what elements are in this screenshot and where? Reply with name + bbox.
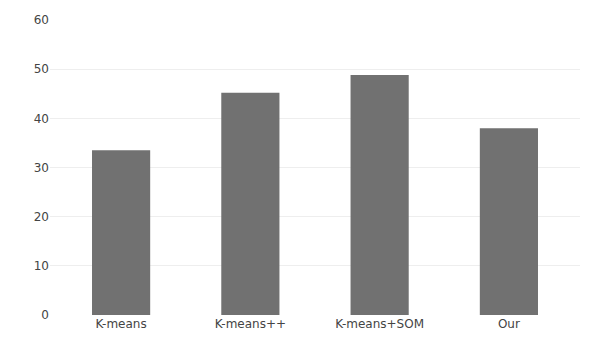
svg-text:K-means++: K-means++ — [215, 317, 286, 331]
svg-text:50: 50 — [34, 62, 49, 76]
svg-text:30: 30 — [34, 161, 49, 175]
svg-text:40: 40 — [34, 112, 49, 126]
svg-text:60: 60 — [34, 13, 49, 27]
svg-text:0: 0 — [41, 308, 49, 322]
svg-text:Our: Our — [498, 317, 520, 331]
svg-text:20: 20 — [34, 210, 49, 224]
svg-text:10: 10 — [34, 259, 49, 273]
svg-text:K-means: K-means — [95, 317, 146, 331]
svg-text:K-means+SOM: K-means+SOM — [335, 317, 424, 331]
